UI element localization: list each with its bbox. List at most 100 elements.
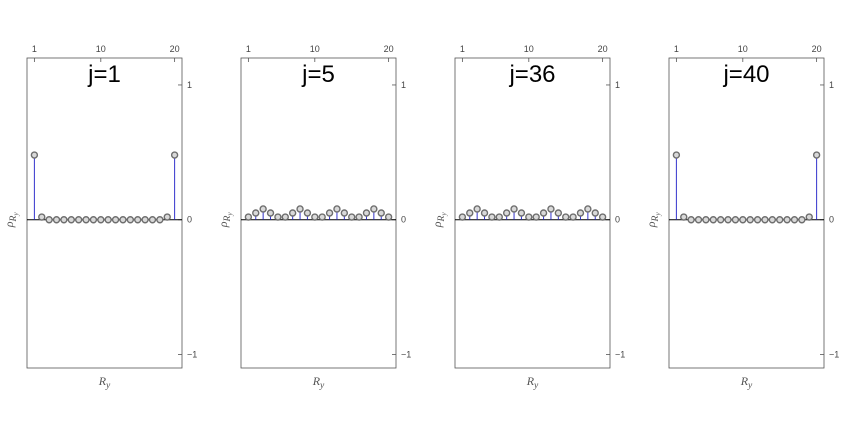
data-point [141,216,149,224]
data-point [510,205,518,213]
data-point [761,216,769,224]
data-point [739,216,747,224]
data-point [45,216,53,224]
data-point [318,213,326,221]
data-point [355,213,363,221]
y-axis-label: ρRy [216,212,234,229]
data-point [680,213,688,221]
x-tick-label: 10 [738,44,748,54]
data-point [362,209,371,217]
y-tick-label: −1 [401,350,411,360]
data-point [333,205,341,213]
data-point [495,213,503,221]
data-point [119,216,127,224]
y-axis-label: ρRy [430,212,448,229]
x-axis-label: Ry [98,374,111,391]
x-tick-label: 10 [310,44,320,54]
plot-frame [668,57,825,369]
y-tick-label: 1 [401,80,406,90]
data-point [252,209,260,217]
plot-frame [26,57,183,369]
panel-title: j=1 [87,61,121,88]
y-tick-label: 1 [829,80,834,90]
x-tick-label: 10 [96,44,106,54]
y-tick-label: 1 [187,80,192,90]
x-tick-label: 10 [524,44,534,54]
data-point [370,205,378,213]
x-tick-label: 1 [460,44,465,54]
data-point [776,216,784,224]
data-point [532,213,540,221]
panel-title: j=40 [722,61,769,88]
data-point [724,216,732,224]
data-point [111,216,120,224]
x-tick-label: 20 [384,44,394,54]
plot-frame [240,57,397,369]
data-point [458,213,467,221]
data-point [325,209,334,217]
data-point [805,213,813,221]
x-tick-label: 1 [32,44,37,54]
data-point [266,209,275,217]
data-point [74,216,83,224]
data-point [466,209,474,217]
data-point [554,209,563,217]
x-axis-label: Ry [526,374,539,391]
data-point [480,209,489,217]
data-point [377,209,385,217]
y-tick-label: 0 [615,215,620,225]
data-point [694,216,703,224]
y-tick-label: 0 [401,215,406,225]
data-point [569,213,577,221]
data-point [753,216,762,224]
data-point [52,216,61,224]
data-point [163,213,171,221]
x-tick-label: 1 [246,44,251,54]
data-point [768,216,777,224]
data-point [525,213,533,221]
y-tick-label: −1 [829,350,839,360]
y-tick-label: 0 [829,215,834,225]
data-point [244,213,253,221]
data-point [798,216,806,224]
data-point [716,216,725,224]
data-point [709,216,717,224]
data-point [687,216,695,224]
data-point [702,216,710,224]
data-point [296,205,304,213]
data-point [517,209,526,217]
y-tick-label: 0 [187,215,192,225]
data-point [156,216,164,224]
data-point [259,205,267,213]
data-point [488,213,496,221]
data-point [311,213,319,221]
data-point [812,151,821,159]
data-point [790,216,799,224]
data-point [104,216,112,224]
panel-title: j=36 [508,61,555,88]
y-axis-label: ρRy [644,212,662,229]
data-point [746,216,754,224]
data-point [672,151,681,159]
data-point [783,216,791,224]
data-point [598,213,607,221]
data-point [591,209,599,217]
data-point [340,209,349,217]
data-point [584,205,592,213]
data-point [384,213,393,221]
data-point [473,205,481,213]
data-point [126,216,135,224]
data-point [547,205,555,213]
data-point [274,213,282,221]
data-point [539,209,548,217]
x-tick-label: 20 [598,44,608,54]
data-point [82,216,90,224]
y-tick-label: −1 [187,350,197,360]
data-point [170,151,179,159]
data-point [148,216,157,224]
data-point [562,213,570,221]
